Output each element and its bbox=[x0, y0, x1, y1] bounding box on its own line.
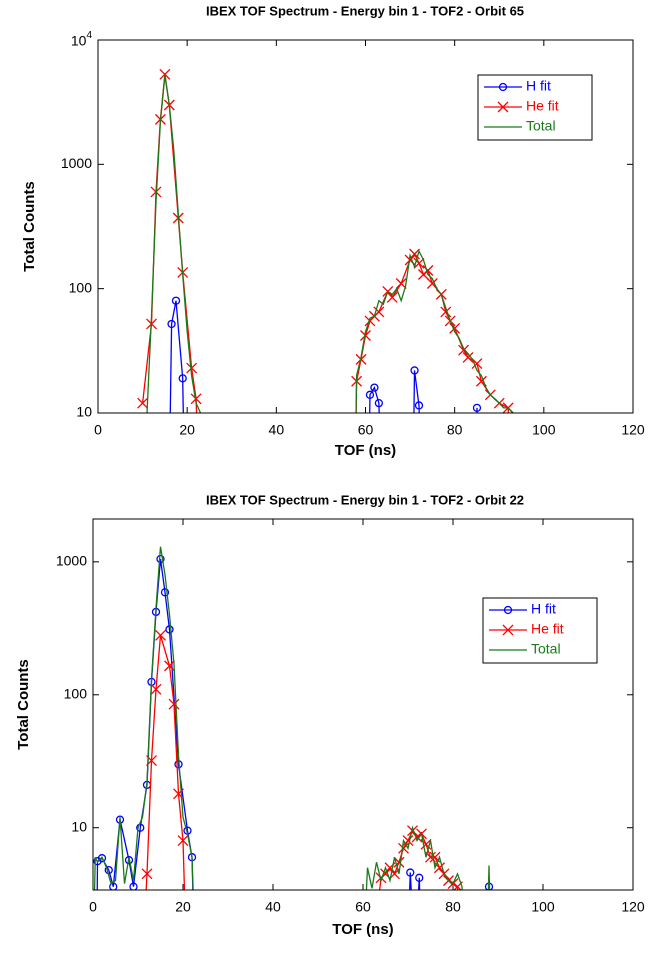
x-tick-label: 80 bbox=[447, 422, 463, 438]
series-line bbox=[146, 75, 514, 413]
marker bbox=[395, 278, 407, 289]
marker bbox=[370, 383, 379, 392]
marker bbox=[440, 306, 452, 318]
series-line bbox=[96, 558, 490, 890]
x-tick-label: 120 bbox=[621, 422, 645, 438]
marker bbox=[402, 835, 414, 847]
marker bbox=[190, 393, 202, 405]
marker bbox=[411, 831, 423, 843]
marker bbox=[159, 68, 171, 80]
marker bbox=[164, 660, 175, 672]
marker bbox=[186, 362, 198, 374]
y-axis-label: Total Counts bbox=[21, 181, 38, 272]
x-tick-label: 20 bbox=[175, 899, 191, 915]
y-tick-label: 10 bbox=[71, 818, 87, 834]
marker bbox=[398, 842, 409, 854]
legend-marker bbox=[502, 624, 514, 636]
marker bbox=[155, 629, 166, 641]
x-tick-label: 80 bbox=[445, 899, 461, 915]
marker bbox=[393, 856, 405, 868]
marker bbox=[160, 588, 170, 597]
legend-marker bbox=[498, 82, 508, 92]
marker bbox=[167, 319, 176, 329]
marker bbox=[177, 835, 189, 847]
y-tick-label: 104 bbox=[71, 30, 93, 49]
marker bbox=[414, 401, 424, 410]
x-tick-label: 0 bbox=[89, 899, 97, 915]
y-tick-label: 100 bbox=[69, 279, 93, 295]
marker bbox=[458, 344, 470, 356]
axes-frame bbox=[92, 518, 634, 891]
marker bbox=[462, 351, 474, 363]
x-axis-label: TOF (ns) bbox=[335, 442, 396, 459]
marker bbox=[168, 698, 180, 710]
x-tick-label: 40 bbox=[269, 422, 285, 438]
marker bbox=[415, 873, 424, 882]
x-tick-label: 0 bbox=[94, 422, 102, 438]
plot-area bbox=[137, 68, 514, 413]
legend-marker bbox=[503, 605, 513, 615]
marker bbox=[472, 403, 482, 413]
marker bbox=[422, 265, 434, 276]
marker bbox=[109, 882, 118, 890]
marker bbox=[129, 882, 138, 890]
x-axis-label: TOF (ns) bbox=[332, 921, 393, 938]
legend-label: H fit bbox=[531, 601, 556, 617]
x-tick-label: 100 bbox=[532, 422, 556, 438]
axes-frame bbox=[97, 39, 634, 414]
marker bbox=[165, 625, 174, 634]
series-line bbox=[141, 74, 510, 413]
marker bbox=[171, 296, 181, 305]
chart-title: IBEX TOF Spectrum - Energy bin 1 - TOF2 … bbox=[206, 492, 524, 507]
legend-marker bbox=[497, 101, 509, 113]
legend-label: H fit bbox=[526, 78, 551, 94]
y-tick-label: 1000 bbox=[61, 155, 92, 171]
marker bbox=[410, 366, 419, 375]
marker bbox=[365, 390, 375, 399]
marker bbox=[374, 399, 384, 408]
y-tick-label: 10 bbox=[76, 404, 92, 420]
marker bbox=[406, 868, 415, 877]
series-line bbox=[93, 546, 491, 890]
marker bbox=[137, 397, 149, 409]
x-tick-label: 100 bbox=[531, 899, 555, 915]
x-tick-label: 120 bbox=[621, 899, 645, 915]
legend-label: Total bbox=[526, 118, 556, 134]
marker bbox=[97, 854, 107, 863]
x-tick-label: 60 bbox=[358, 422, 374, 438]
marker bbox=[136, 823, 145, 832]
x-tick-label: 40 bbox=[265, 899, 281, 915]
marker bbox=[124, 856, 134, 865]
marker bbox=[386, 291, 398, 303]
x-tick-label: 20 bbox=[179, 422, 195, 438]
x-tick-label: 60 bbox=[355, 899, 371, 915]
legend-label: He fit bbox=[531, 621, 564, 637]
marker bbox=[373, 306, 385, 318]
legend-label: Total bbox=[531, 641, 561, 657]
marker bbox=[471, 358, 483, 369]
marker bbox=[141, 868, 153, 880]
chart-title: IBEX TOF Spectrum - Energy bin 1 - TOF2 … bbox=[206, 3, 524, 18]
marker bbox=[413, 257, 425, 269]
legend-label: He fit bbox=[526, 98, 559, 114]
y-tick-label: 100 bbox=[64, 685, 88, 701]
marker bbox=[150, 683, 162, 695]
series-line bbox=[169, 300, 478, 413]
y-tick-label: 1000 bbox=[56, 553, 87, 569]
y-axis-label: Total Counts bbox=[15, 659, 32, 750]
marker bbox=[178, 374, 187, 383]
plot-area bbox=[93, 546, 494, 890]
